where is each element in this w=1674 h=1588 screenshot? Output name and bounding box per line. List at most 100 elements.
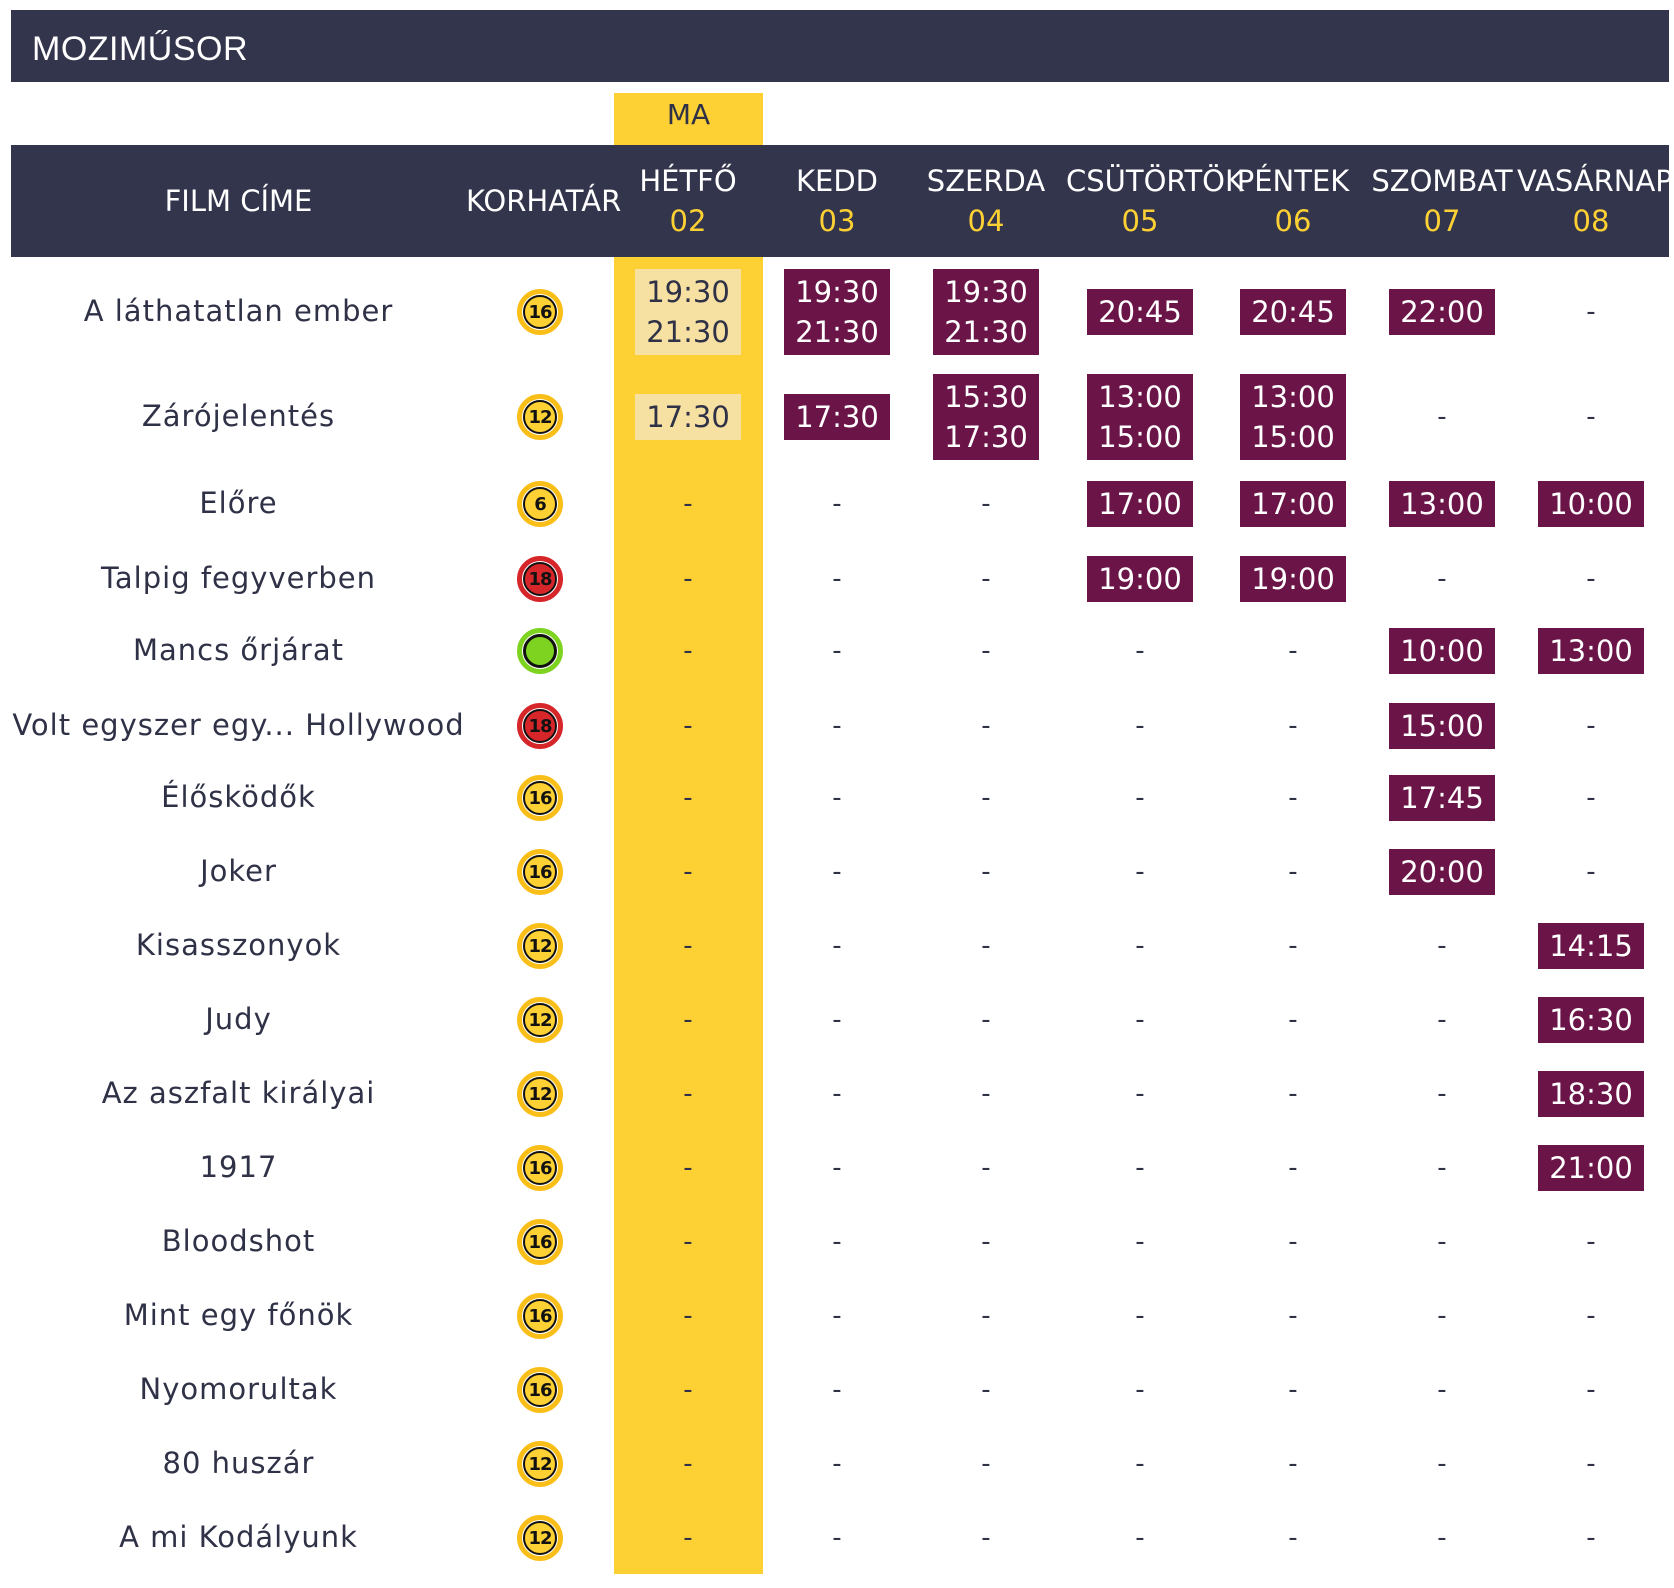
- film-title[interactable]: A mi Kodályunk: [119, 1520, 358, 1554]
- showtime-button[interactable]: 19:00: [1087, 556, 1193, 602]
- showtime-button[interactable]: 20:45: [1240, 289, 1346, 335]
- showtime-button[interactable]: 17:30: [635, 394, 741, 440]
- no-showtime: -: [1288, 1301, 1298, 1331]
- showtime-cell: -: [912, 748, 1060, 848]
- showtime-button[interactable]: 20:45: [1087, 289, 1193, 335]
- no-showtime: -: [683, 636, 693, 666]
- showtime-cell: -: [912, 896, 1060, 996]
- no-showtime: -: [981, 636, 991, 666]
- film-title[interactable]: Kisasszonyok: [135, 928, 342, 962]
- showtime-cell: -: [614, 529, 762, 629]
- showtime-value: 15:30: [944, 380, 1028, 414]
- showtime-button[interactable]: 16:30: [1538, 997, 1644, 1043]
- column-header-day[interactable]: KEDD 03: [763, 145, 911, 257]
- film-title[interactable]: Joker: [200, 854, 277, 888]
- no-showtime: -: [981, 931, 991, 961]
- showtime-cell: -: [1368, 367, 1516, 467]
- film-title[interactable]: Nyomorultak: [139, 1372, 338, 1406]
- column-header-day[interactable]: SZOMBAT 07: [1368, 145, 1516, 257]
- showtime-button[interactable]: 19:30 21:30: [635, 269, 741, 355]
- showtime-button[interactable]: 15:30 17:30: [933, 374, 1039, 460]
- film-title[interactable]: Volt egyszer egy... Hollywood: [12, 708, 465, 742]
- showtime-button[interactable]: 21:00: [1538, 1145, 1644, 1191]
- showtime-cell: -: [1066, 822, 1214, 922]
- showtime-button[interactable]: 10:00: [1538, 481, 1644, 527]
- no-showtime: -: [1437, 1227, 1447, 1257]
- showtime-button[interactable]: 13:00 15:00: [1240, 374, 1346, 460]
- no-showtime: -: [683, 783, 693, 813]
- column-header-day[interactable]: HÉTFŐ 02: [614, 145, 762, 257]
- film-title[interactable]: 80 huszár: [162, 1446, 315, 1480]
- column-header-day[interactable]: PÉNTEK 06: [1219, 145, 1367, 257]
- showtime-cell: -: [1517, 1192, 1665, 1292]
- age-rating-value: 16: [523, 1225, 557, 1259]
- film-title[interactable]: Bloodshot: [161, 1224, 316, 1258]
- film-title[interactable]: Élősködők: [161, 780, 316, 814]
- no-showtime: -: [1586, 1301, 1596, 1331]
- film-title[interactable]: Mint egy főnök: [123, 1298, 354, 1332]
- showtime-button[interactable]: 19:30 21:30: [784, 269, 890, 355]
- no-showtime: -: [1437, 1079, 1447, 1109]
- showtime-cell: -: [912, 1192, 1060, 1292]
- no-showtime: -: [1288, 1079, 1298, 1109]
- showtime-cell: -: [1517, 367, 1665, 467]
- film-title[interactable]: Zárójelentés: [141, 399, 336, 433]
- no-showtime: -: [1586, 711, 1596, 741]
- no-showtime: -: [1288, 857, 1298, 887]
- showtime-cell: -: [1219, 676, 1367, 776]
- showtime-button[interactable]: 13:00 15:00: [1087, 374, 1193, 460]
- column-header-day[interactable]: SZERDA 04: [912, 145, 1060, 257]
- film-title[interactable]: A láthatatlan ember: [83, 294, 394, 328]
- showtime-button[interactable]: 19:00: [1240, 556, 1346, 602]
- showtime-value: 10:00: [1549, 487, 1633, 521]
- film-title[interactable]: Talpig fegyverben: [100, 561, 376, 595]
- film-title[interactable]: Mancs őrjárat: [132, 633, 344, 667]
- showtime-button[interactable]: 17:45: [1389, 775, 1495, 821]
- showtime-button[interactable]: 19:30 21:30: [933, 269, 1039, 355]
- showtime-button[interactable]: 18:30: [1538, 1071, 1644, 1117]
- film-title[interactable]: Az aszfalt királyai: [101, 1076, 376, 1110]
- no-showtime: -: [1586, 783, 1596, 813]
- age-rating-badge: 12: [517, 923, 563, 969]
- showtime-button[interactable]: 20:00: [1389, 849, 1495, 895]
- showtime-cell: -: [1219, 822, 1367, 922]
- age-rating-value: 16: [523, 781, 557, 815]
- no-showtime: -: [1437, 1153, 1447, 1183]
- column-header-day[interactable]: VASÁRNAP 08: [1517, 145, 1673, 257]
- showtime-cell: 19:30 21:30: [614, 262, 762, 362]
- showtime-button[interactable]: 13:00: [1538, 628, 1644, 674]
- showtime-value: 13:00: [1251, 380, 1335, 414]
- no-showtime: -: [683, 564, 693, 594]
- no-showtime: -: [1135, 1227, 1145, 1257]
- showtime-button[interactable]: 22:00: [1389, 289, 1495, 335]
- no-showtime: -: [981, 564, 991, 594]
- column-header-day[interactable]: CSÜTÖRTÖK 05: [1066, 145, 1244, 257]
- no-showtime: -: [1135, 1005, 1145, 1035]
- age-rating-badge: 12: [517, 997, 563, 1043]
- showtime-cell: -: [1517, 676, 1665, 776]
- showtime-cell: 17:00: [1066, 454, 1214, 554]
- showtime-button[interactable]: 17:00: [1087, 481, 1193, 527]
- showtime-cell: -: [1219, 1192, 1367, 1292]
- showtime-button[interactable]: 17:00: [1240, 481, 1346, 527]
- no-showtime: -: [832, 857, 842, 887]
- showtime-button[interactable]: 14:15: [1538, 923, 1644, 969]
- showtime-cell: 17:30: [763, 367, 911, 467]
- showtime-button[interactable]: 13:00: [1389, 481, 1495, 527]
- showtime-value: 15:00: [1400, 709, 1484, 743]
- showtime-cell: -: [614, 1340, 762, 1440]
- day-name: KEDD: [795, 164, 878, 198]
- film-title[interactable]: Előre: [199, 486, 278, 520]
- no-showtime: -: [683, 931, 693, 961]
- no-showtime: -: [683, 1005, 693, 1035]
- showtime-button[interactable]: 17:30: [784, 394, 890, 440]
- no-showtime: -: [981, 1301, 991, 1331]
- no-showtime: -: [981, 1523, 991, 1553]
- film-title[interactable]: Judy: [205, 1002, 272, 1036]
- showtime-cell: 17:30: [614, 367, 762, 467]
- age-rating-badge: 12: [517, 1515, 563, 1561]
- showtime-button[interactable]: 10:00: [1389, 628, 1495, 674]
- showtime-button[interactable]: 15:00: [1389, 703, 1495, 749]
- no-showtime: -: [1288, 1227, 1298, 1257]
- film-title[interactable]: 1917: [199, 1150, 278, 1184]
